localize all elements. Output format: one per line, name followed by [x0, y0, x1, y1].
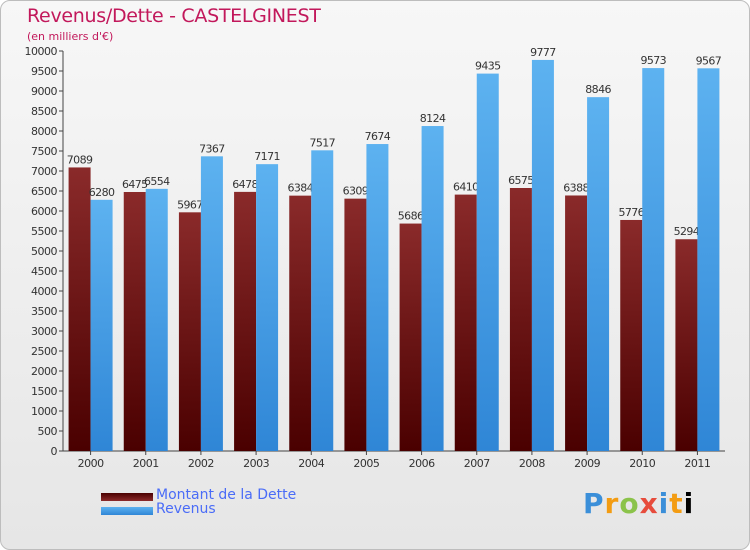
data-label-revenus: 6280 — [89, 186, 115, 199]
y-tick-label: 9500 — [31, 65, 57, 78]
bar-dette — [620, 219, 643, 451]
legend-swatch-revenus — [101, 507, 153, 515]
x-tick-label: 2009 — [574, 457, 600, 470]
bar-revenus — [200, 156, 223, 451]
x-tick-label: 2000 — [78, 457, 104, 470]
bar-dette — [123, 192, 146, 451]
data-label-dette: 5294 — [674, 225, 700, 238]
data-label-revenus: 7171 — [254, 150, 280, 163]
data-label-revenus: 9567 — [696, 54, 722, 67]
bar-dette — [178, 212, 201, 451]
data-label-dette: 6410 — [453, 181, 479, 194]
y-tick-label: 5500 — [31, 225, 57, 238]
bar-revenus — [366, 144, 389, 452]
data-label-revenus: 7517 — [309, 136, 335, 149]
bar-dette — [565, 195, 588, 451]
data-label-dette: 6384 — [287, 182, 313, 195]
bar-revenus — [421, 126, 444, 451]
data-label-dette: 6478 — [232, 178, 258, 191]
data-label-revenus: 9777 — [530, 46, 556, 59]
data-label-dette: 5967 — [177, 198, 203, 211]
data-label-dette: 6309 — [343, 185, 369, 198]
bar-dette — [399, 223, 422, 451]
data-label-revenus: 6554 — [144, 175, 170, 188]
y-tick-label: 3000 — [31, 325, 57, 338]
bar-dette — [68, 167, 91, 451]
y-tick-label: 9000 — [31, 85, 57, 98]
y-tick-label: 500 — [38, 425, 58, 438]
y-tick-label: 8000 — [31, 125, 57, 138]
bar-revenus — [531, 59, 554, 452]
data-label-revenus: 7367 — [199, 142, 225, 155]
y-tick-label: 6000 — [31, 205, 57, 218]
legend-label-revenus: Revenus — [156, 501, 216, 517]
y-tick-label: 1000 — [31, 405, 57, 418]
y-tick-label: 4500 — [31, 265, 57, 278]
data-label-dette: 6388 — [563, 181, 589, 194]
y-tick-label: 0 — [51, 445, 58, 458]
data-label-revenus: 7674 — [365, 130, 391, 143]
data-label-revenus: 8124 — [420, 112, 446, 125]
legend-label-dette: Montant de la Dette — [156, 487, 297, 503]
bar-revenus — [697, 68, 720, 451]
proxiti-logo: Proxiti — [583, 487, 695, 520]
legend-swatch-dette — [101, 493, 153, 501]
bar-revenus — [642, 68, 665, 451]
bar-dette — [675, 239, 698, 451]
chart-subtitle: (en milliers d'€) — [27, 30, 114, 43]
chart-title: Revenus/Dette - CASTELGINEST — [27, 5, 321, 27]
y-tick-label: 5000 — [31, 245, 57, 258]
x-tick-label: 2008 — [519, 457, 545, 470]
x-tick-label: 2007 — [464, 457, 490, 470]
x-tick-label: 2006 — [409, 457, 435, 470]
y-tick-label: 2000 — [31, 365, 57, 378]
x-tick-label: 2011 — [684, 457, 710, 470]
x-tick-label: 2003 — [243, 457, 269, 470]
bar-revenus — [256, 164, 279, 451]
data-label-dette: 7089 — [67, 153, 93, 166]
y-tick-label: 7000 — [31, 165, 57, 178]
y-tick-label: 3500 — [31, 305, 57, 318]
x-tick-label: 2002 — [188, 457, 214, 470]
data-label-dette: 6475 — [122, 178, 148, 191]
bar-revenus — [90, 199, 113, 451]
x-tick-label: 2005 — [353, 457, 379, 470]
data-label-revenus: 8846 — [585, 83, 611, 96]
bar-dette — [234, 191, 257, 451]
x-tick-label: 2010 — [629, 457, 655, 470]
bar-revenus — [145, 188, 168, 451]
data-label-dette: 5686 — [398, 210, 424, 223]
x-tick-label: 2004 — [298, 457, 324, 470]
bar-dette — [344, 198, 367, 451]
bar-revenus — [587, 97, 610, 451]
y-tick-label: 4000 — [31, 285, 57, 298]
bar-revenus — [311, 150, 334, 451]
data-label-dette: 5776 — [618, 206, 644, 219]
bar-dette — [454, 194, 477, 451]
bar-dette — [509, 188, 532, 451]
data-label-dette: 6575 — [508, 174, 534, 187]
y-tick-label: 7500 — [31, 145, 57, 158]
x-tick-label: 2001 — [133, 457, 159, 470]
y-tick-label: 6500 — [31, 185, 57, 198]
y-tick-label: 8500 — [31, 105, 57, 118]
y-tick-label: 10000 — [25, 45, 58, 58]
data-label-revenus: 9435 — [475, 60, 501, 73]
bar-dette — [289, 195, 312, 451]
data-label-revenus: 9573 — [640, 54, 666, 67]
bar-revenus — [476, 73, 499, 451]
y-tick-label: 1500 — [31, 385, 57, 398]
y-tick-label: 2500 — [31, 345, 57, 358]
